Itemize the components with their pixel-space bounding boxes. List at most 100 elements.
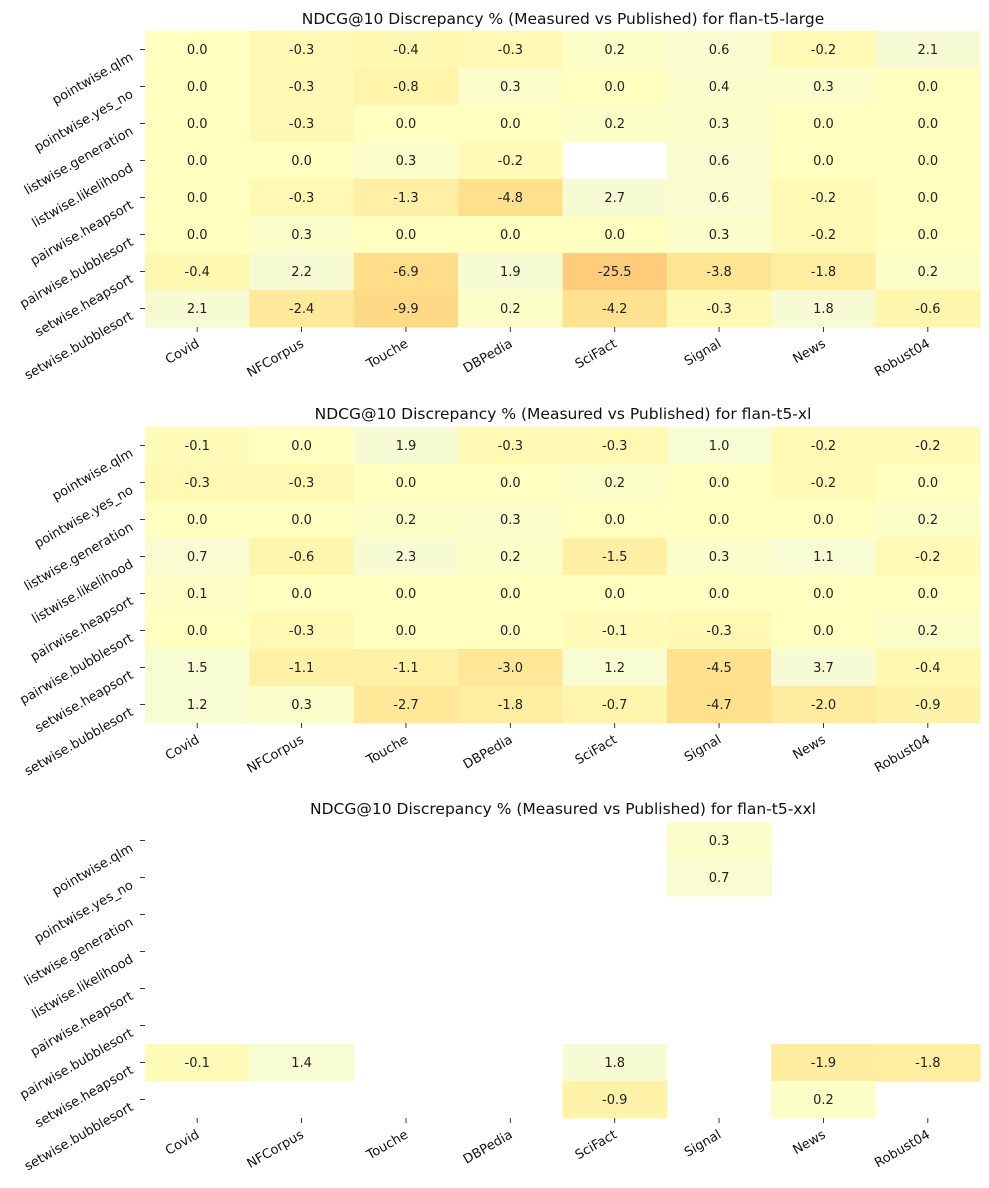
cell-value-label: 0.4 xyxy=(709,80,730,95)
y-tick-label: setwise.bubblesort xyxy=(22,309,136,383)
heatmap-cell xyxy=(771,501,877,539)
x-tick-label: Covid xyxy=(163,336,202,367)
heatmap-cell xyxy=(771,612,877,650)
x-tick-label: News xyxy=(791,732,829,763)
heatmap-cell xyxy=(875,427,981,465)
heatmap-cell xyxy=(249,1044,355,1082)
heatmap-cell xyxy=(249,216,355,254)
heatmap-cell xyxy=(771,1081,877,1119)
heatmap-cell xyxy=(875,649,981,687)
cell-value-label: 0.3 xyxy=(500,80,521,95)
x-tick-label: Robust04 xyxy=(872,732,933,776)
x-tick-label: NFCorpus xyxy=(245,1127,307,1172)
heatmap-cell xyxy=(666,822,772,860)
cell-value-label: -0.2 xyxy=(915,550,940,565)
heatmap-cell xyxy=(249,575,355,613)
cell-value-label: -0.6 xyxy=(915,302,940,317)
cell-value-label: 0.0 xyxy=(709,587,730,602)
heatmap-cell xyxy=(875,686,981,724)
cell-value-label: -2.7 xyxy=(393,698,418,713)
heatmap-cell xyxy=(771,179,877,217)
cell-value-label: -4.2 xyxy=(602,302,627,317)
cell-value-label: -0.2 xyxy=(915,439,940,454)
heatmap-cell xyxy=(771,68,877,106)
cell-value-label: -1.3 xyxy=(393,191,418,206)
cell-value-label: 2.2 xyxy=(291,265,312,280)
heatmap-cell xyxy=(875,216,981,254)
heatmap-cell xyxy=(771,31,877,69)
cell-value-label: 0.0 xyxy=(813,587,834,602)
heatmap-panel-1: NDCG@10 Discrepancy % (Measured vs Publi… xyxy=(18,10,981,383)
cell-value-label: -0.3 xyxy=(706,624,731,639)
cell-value-label: 1.8 xyxy=(813,302,834,317)
heatmap-cell xyxy=(666,105,772,143)
x-tick-label: Covid xyxy=(163,732,202,763)
x-tick-label: SciFact xyxy=(573,732,620,768)
heatmap-cell xyxy=(145,142,250,180)
cell-value-label: -0.3 xyxy=(185,476,210,491)
heatmap-cell xyxy=(875,253,981,291)
cell-value-label: -4.5 xyxy=(706,661,731,676)
y-tick-label: pairwise.bubblesort xyxy=(18,631,136,708)
cell-value-label: 0.0 xyxy=(396,587,417,602)
cell-value-label: 0.3 xyxy=(709,117,730,132)
cell-value-label: 0.3 xyxy=(291,698,312,713)
cell-value-label: 0.7 xyxy=(709,871,730,886)
cell-value-label: 0.0 xyxy=(187,154,208,169)
heatmap-cell xyxy=(458,290,563,328)
heatmap-cell xyxy=(249,290,355,328)
heatmap-cell xyxy=(458,179,563,217)
heatmap-cell xyxy=(353,501,459,539)
cell-value-label: -1.8 xyxy=(811,265,836,280)
cell-value-label: 0.0 xyxy=(187,43,208,58)
heatmap-cell xyxy=(458,538,563,576)
heatmap-cell xyxy=(353,290,459,328)
heatmap-cell xyxy=(771,290,877,328)
heatmap-cell xyxy=(145,538,250,576)
cell-value-label: -0.4 xyxy=(185,265,210,280)
cell-value-label: -0.3 xyxy=(498,43,523,58)
cell-value-label: 0.2 xyxy=(604,43,625,58)
cell-value-label: 1.0 xyxy=(709,439,730,454)
cell-value-label: 0.0 xyxy=(604,228,625,243)
cell-value-label: 0.0 xyxy=(813,513,834,528)
cell-value-label: 0.6 xyxy=(709,43,730,58)
heatmap-cell xyxy=(249,538,355,576)
heatmap-cell xyxy=(145,501,250,539)
heatmap-cell xyxy=(249,179,355,217)
heatmap-cell xyxy=(771,464,877,502)
heatmap-cell xyxy=(666,253,772,291)
heatmap-cell xyxy=(875,290,981,328)
heatmap-cell xyxy=(249,612,355,650)
cell-value-label: -0.2 xyxy=(811,228,836,243)
cell-value-label: 1.2 xyxy=(187,698,208,713)
cell-value-label: 0.0 xyxy=(396,117,417,132)
heatmap-cell xyxy=(562,290,668,328)
cell-value-label: 0.0 xyxy=(187,117,208,132)
cell-value-label: -4.8 xyxy=(498,191,523,206)
heatmap-cell xyxy=(458,501,563,539)
heatmap-cell xyxy=(458,105,563,143)
heatmap-cell xyxy=(771,538,877,576)
x-tick-label: Signal xyxy=(682,732,724,765)
cell-value-label: -0.4 xyxy=(393,43,418,58)
heatmap-cell xyxy=(145,253,250,291)
heatmap-cell xyxy=(562,179,668,217)
cell-value-label: 0.6 xyxy=(709,154,730,169)
heatmap-cell xyxy=(145,105,250,143)
heatmap-cell xyxy=(353,538,459,576)
cell-value-label: -0.2 xyxy=(498,154,523,169)
cell-value-label: -0.7 xyxy=(602,698,627,713)
x-tick-label: SciFact xyxy=(573,1127,620,1163)
cell-value-label: 0.0 xyxy=(604,80,625,95)
cell-value-label: 3.7 xyxy=(813,661,834,676)
heatmap-cell xyxy=(666,575,772,613)
heatmap-cell xyxy=(353,686,459,724)
heatmap-cell xyxy=(249,142,355,180)
heatmap-cell xyxy=(145,464,250,502)
cell-value-label: 0.3 xyxy=(709,834,730,849)
cell-value-label: 0.2 xyxy=(917,513,938,528)
cell-value-label: -1.9 xyxy=(811,1056,836,1071)
cell-value-label: -0.1 xyxy=(185,439,210,454)
heatmap-cell xyxy=(145,1044,250,1082)
